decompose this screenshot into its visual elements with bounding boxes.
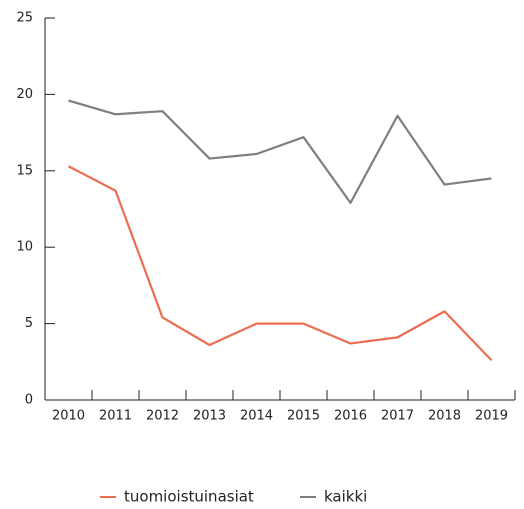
legend-label: kaikki [324,488,367,506]
x-tick-label: 2018 [428,409,461,424]
y-tick-label: 10 [16,240,33,255]
x-tick-label: 2010 [52,409,85,424]
y-tick-label: 25 [16,11,33,26]
y-tick-label: 15 [16,163,33,178]
x-tick-label: 2015 [287,409,320,424]
x-tick-label: 2016 [334,409,367,424]
series-line [67,165,493,362]
series-line [68,99,492,204]
x-tick-label: 2011 [99,409,132,424]
x-tick-label: 2019 [475,409,508,424]
x-tick-label: 2012 [146,409,179,424]
x-tick-label: 2014 [240,409,273,424]
y-tick-label: 5 [25,316,33,331]
y-tick-label: 20 [16,87,33,102]
y-tick-label: 0 [25,393,33,408]
x-tick-label: 2017 [381,409,414,424]
legend-label: tuomioistuinasiat [124,488,254,506]
x-tick-label: 2013 [193,409,226,424]
